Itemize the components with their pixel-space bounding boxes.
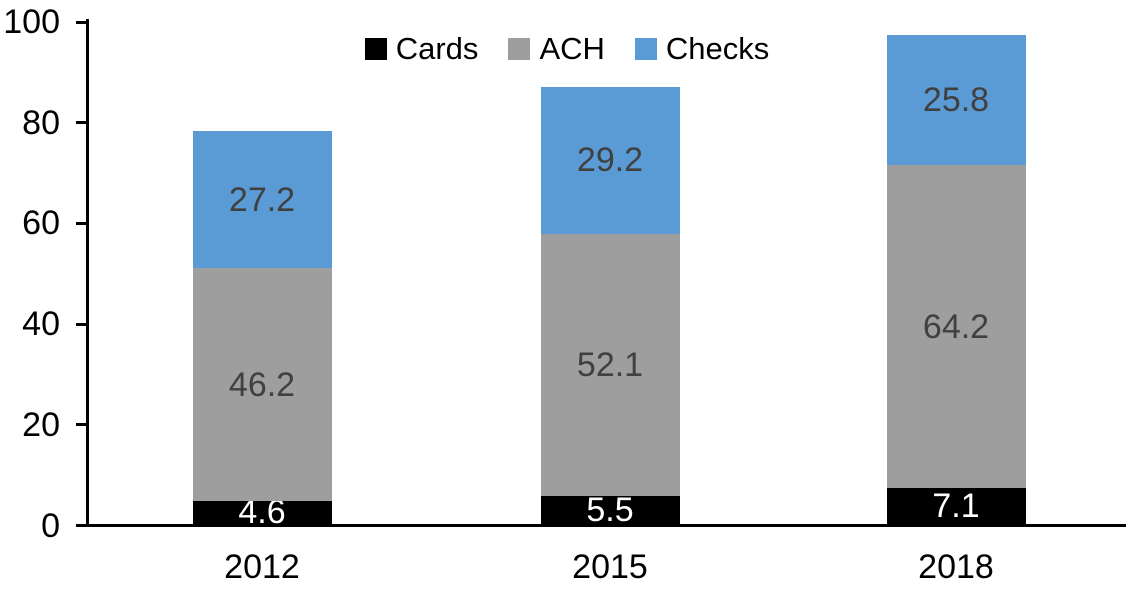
- y-tick-label: 80: [22, 103, 60, 142]
- segment-label: 29.2: [576, 141, 644, 180]
- legend-label: Checks: [665, 31, 770, 66]
- y-tick-label: 0: [41, 506, 60, 545]
- x-tick-label-2012: 2012: [224, 548, 300, 586]
- legend-item-cards: Cards: [364, 31, 479, 66]
- segment-label: 64.2: [922, 307, 990, 346]
- segment-checks-2012: 27.2: [192, 131, 332, 269]
- segment-ach-2015: 52.1: [540, 233, 680, 497]
- legend-label: Cards: [395, 31, 479, 66]
- legend-item-ach: ACH: [508, 31, 605, 66]
- legend-swatch-cards-icon: [364, 38, 387, 60]
- segment-checks-2018: 25.8: [886, 35, 1026, 165]
- segment-cards-2012: 4.6: [192, 495, 332, 529]
- segment-ach-2012: 46.2: [192, 268, 332, 501]
- legend-swatch-ach-icon: [508, 38, 531, 60]
- y-tick: [76, 524, 87, 527]
- segment-cards-2018: 7.1: [886, 487, 1026, 526]
- y-tick-label: 20: [22, 405, 60, 444]
- segment-label: 7.1: [932, 487, 980, 526]
- legend-item-checks: Checks: [634, 31, 770, 66]
- segment-label: 25.8: [922, 81, 990, 120]
- legend-swatch-checks-icon: [634, 38, 657, 60]
- segment-label: 27.2: [228, 180, 296, 219]
- segment-label: 4.6: [238, 493, 286, 532]
- segment-ach-2018: 64.2: [886, 165, 1026, 489]
- x-axis-line: [86, 524, 1126, 527]
- segment-label: 52.1: [576, 346, 644, 385]
- segment-checks-2015: 29.2: [540, 86, 680, 234]
- y-axis-line: [86, 19, 89, 527]
- segment-label: 46.2: [228, 365, 296, 404]
- y-tick: [76, 423, 87, 427]
- segment-label: 5.5: [586, 491, 634, 530]
- legend-label: ACH: [539, 31, 605, 66]
- y-tick-label: 40: [22, 305, 60, 344]
- x-tick-label-2015: 2015: [572, 548, 648, 586]
- y-tick: [76, 221, 87, 225]
- y-tick-label: 100: [3, 3, 60, 41]
- x-tick-label-2018: 2018: [918, 548, 994, 586]
- chart-legend: Cards ACH Checks: [0, 33, 1134, 65]
- y-tick: [76, 20, 87, 24]
- y-tick: [76, 121, 87, 125]
- y-tick: [76, 322, 87, 326]
- y-tick-label: 60: [22, 204, 60, 243]
- segment-cards-2015: 5.5: [540, 491, 680, 530]
